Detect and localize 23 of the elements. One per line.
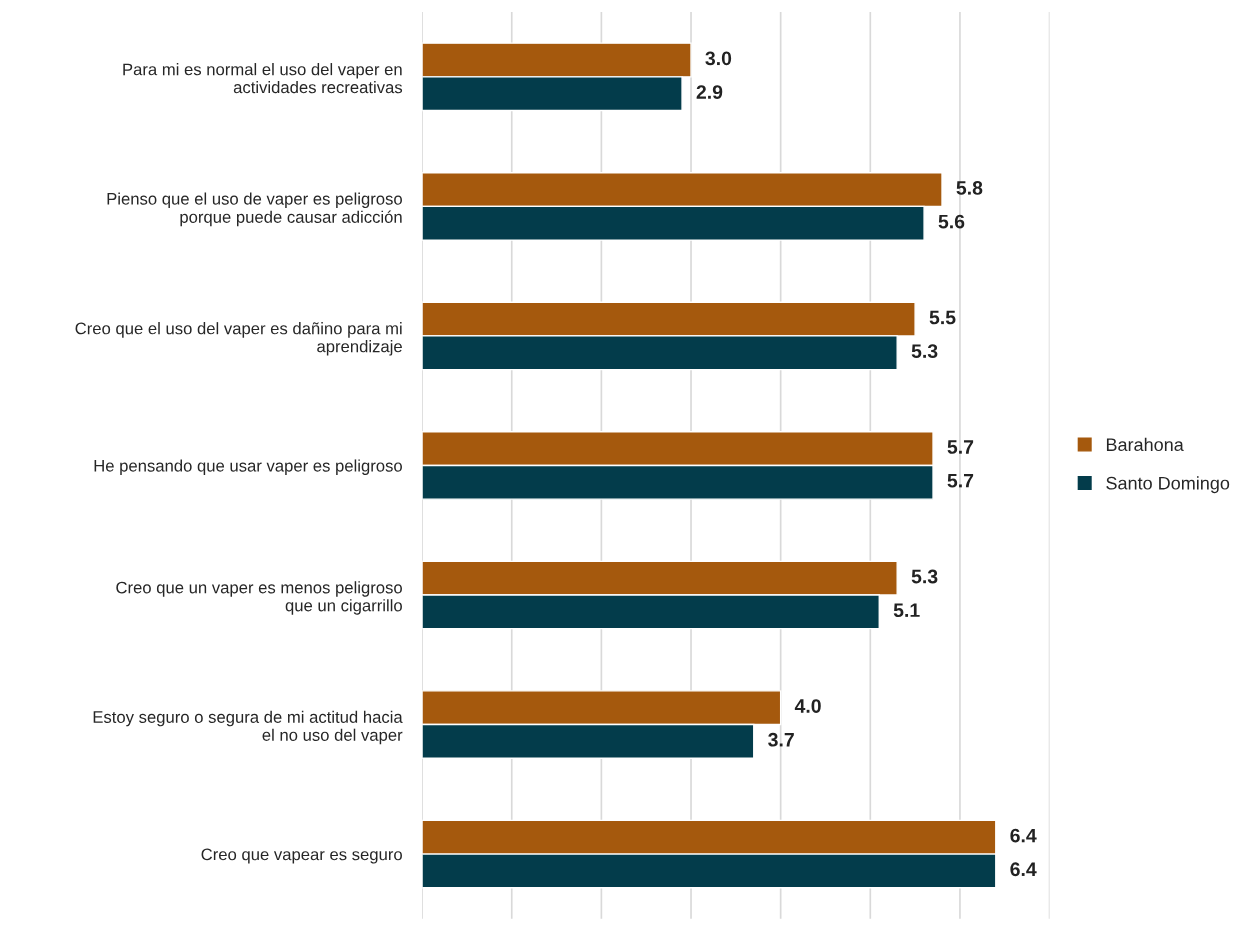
data-label: 6.4: [1010, 828, 1037, 843]
y-tick-label: Creo que vapear es seguro: [201, 848, 402, 864]
data-label: 5.3: [911, 344, 938, 359]
y-tick-label: He pensando que usar vaper es peligroso: [94, 459, 402, 475]
data-label: 5.7: [947, 440, 974, 454]
legend-label: Santo Domingo: [1106, 476, 1230, 494]
legend-label: Barahona: [1106, 437, 1184, 452]
data-label: 5.1: [893, 603, 920, 618]
data-label: 5.7: [947, 473, 974, 488]
data-label: 5.8: [956, 181, 983, 195]
y-tick-label: Pienso que el uso de vaper es peligroso porque puede causar adicción: [107, 192, 402, 227]
data-label: 6.4: [1010, 862, 1037, 877]
y-tick-label: Para mi es normal el uso del vaper en actividades recreativas: [123, 63, 403, 94]
data-label: 3.0: [705, 51, 732, 66]
data-label: 5.3: [911, 569, 938, 584]
data-label: 5.5: [929, 310, 956, 325]
y-tick-label: Creo que un vaper es menos peligroso que un cigarrillo: [116, 581, 402, 615]
data-label: 3.7: [768, 732, 794, 747]
data-label: 2.9: [696, 85, 723, 99]
data-label: 4.0: [794, 699, 821, 713]
y-tick-label: Estoy seguro o segura de mi actitud hacia el no uso del vaper: [93, 710, 403, 745]
y-tick-label: Creo que el uso del vaper es dañino para mi aprendizaje: [75, 322, 402, 356]
data-label: 5.6: [938, 214, 965, 229]
